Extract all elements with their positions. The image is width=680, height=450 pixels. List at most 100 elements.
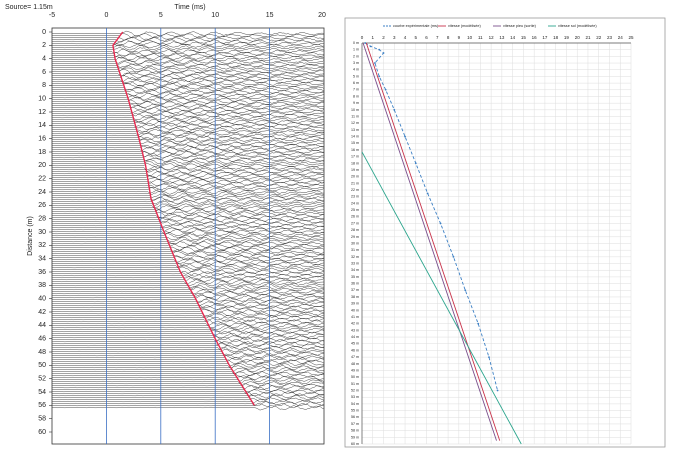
y-tick-label: 54 <box>38 389 46 396</box>
y-tick-label: 41 m <box>351 315 359 319</box>
wiggle-trace <box>52 213 324 219</box>
wiggle-trace <box>52 263 324 269</box>
wiggle-trace <box>52 86 324 93</box>
wiggle-trace <box>52 391 324 397</box>
wiggle-trace <box>52 385 324 391</box>
wiggle-trace <box>52 54 324 61</box>
y-tick-label: 26 <box>38 202 46 209</box>
wiggle-trace <box>52 359 324 365</box>
y-tick-label: 56 m <box>351 415 359 419</box>
y-tick-label: 24 m <box>351 201 359 205</box>
wiggle-trace <box>52 122 324 129</box>
x-tick-label: 21 <box>585 35 591 40</box>
wiggle-trace <box>52 65 324 70</box>
x-tick-label: 5 <box>415 35 418 40</box>
wiggle-trace <box>52 84 324 91</box>
wiggle-trace <box>52 215 324 221</box>
wiggle-trace <box>52 277 324 283</box>
y-tick-label: 42 m <box>351 322 359 326</box>
wiggle-trace <box>52 220 324 226</box>
x-tick-label: 9 <box>458 35 461 40</box>
wiggle-trace <box>52 336 324 343</box>
wiggle-trace <box>52 354 324 361</box>
series-marker <box>452 255 455 258</box>
wiggle-trace <box>52 198 324 205</box>
wiggle-trace <box>52 275 324 281</box>
wiggle-trace <box>52 131 324 136</box>
wiggle-trace <box>52 389 324 395</box>
y-tick-label: 6 <box>42 69 46 76</box>
wiggle-trace <box>52 313 324 319</box>
x-tick-label: 15 <box>521 35 527 40</box>
wiggle-trace <box>52 381 324 387</box>
wiggle-trace <box>52 159 324 165</box>
y-tick-label: 33 m <box>351 262 359 266</box>
wiggle-trace <box>52 238 324 245</box>
wiggle-trace <box>52 63 324 69</box>
series-marker <box>414 162 417 165</box>
y-tick-label: 4 <box>42 56 46 63</box>
y-tick-label: 9 m <box>353 101 359 105</box>
y-tick-label: 28 m <box>351 228 359 232</box>
y-tick-label: 13 m <box>351 128 359 132</box>
wiggle-trace <box>52 367 324 373</box>
x-tick-label: 24 <box>618 35 624 40</box>
x-tick-label: 18 <box>553 35 559 40</box>
y-tick-label: 52 <box>38 376 46 383</box>
y-tick-label: 14 m <box>351 135 359 139</box>
wiggle-trace <box>52 43 324 49</box>
y-tick-label: 46 m <box>351 348 359 352</box>
wiggle-trace <box>52 51 324 57</box>
x-tick-label: 4 <box>404 35 407 40</box>
y-tick-label: 32 m <box>351 255 359 259</box>
legend-label: vitesse sol (modélisée) <box>558 24 597 28</box>
wiggle-trace <box>52 376 324 382</box>
wiggle-trace <box>52 106 324 113</box>
y-tick-label: 59 m <box>351 435 359 439</box>
y-tick-label: 56 <box>38 402 46 409</box>
y-tick-label: 50 <box>38 362 46 369</box>
wiggle-trace <box>52 188 324 195</box>
wiggle-trace <box>52 289 324 295</box>
wiggle-trace <box>52 232 324 239</box>
x-tick-label: 1 <box>372 35 375 40</box>
y-tick-label: 58 <box>38 416 46 423</box>
wiggle-trace <box>52 219 324 225</box>
legend-label: vitesse pieu (sortie) <box>503 24 537 28</box>
legend-label: vitesse (modélisée) <box>448 24 481 28</box>
series-marker <box>488 356 490 359</box>
wiggle-trace <box>52 325 324 330</box>
wiggle-trace <box>52 398 324 405</box>
x-tick-label: 23 <box>607 35 613 40</box>
y-tick-label: 11 m <box>351 114 359 118</box>
wiggle-trace <box>52 394 324 401</box>
wiggle-trace <box>52 183 324 189</box>
y-tick-label: 15 m <box>351 141 359 145</box>
y-tick-label: 34 m <box>351 268 359 272</box>
wiggle-trace <box>52 33 324 39</box>
wiggle-trace <box>52 138 324 145</box>
x-tick-label: 8 <box>447 35 450 40</box>
wiggle-trace <box>52 191 324 197</box>
wiggle-trace <box>52 271 324 277</box>
wiggle-trace <box>52 103 324 108</box>
y-tick-label: 18 <box>38 149 46 156</box>
y-tick-label: 19 m <box>351 168 359 172</box>
y-tick-label: 40 m <box>351 308 359 312</box>
y-tick-label: 35 m <box>351 275 359 279</box>
y-tick-label: 48 m <box>351 362 359 366</box>
x-tick-label: 2 <box>382 35 385 40</box>
x-tick-label: 25 <box>628 35 634 40</box>
wiggle-trace <box>52 373 324 379</box>
y-tick-label: 22 m <box>351 188 359 192</box>
wiggle-trace <box>52 203 324 209</box>
x-tick-label: 20 <box>575 35 581 40</box>
wiggle-trace <box>52 356 324 363</box>
wiggle-trace <box>52 361 324 367</box>
x-tick-label: 6 <box>425 35 428 40</box>
series-line <box>112 31 255 406</box>
wiggle-trace <box>52 387 324 393</box>
x-tick-label: 10 <box>467 35 473 40</box>
series-marker <box>374 62 376 64</box>
